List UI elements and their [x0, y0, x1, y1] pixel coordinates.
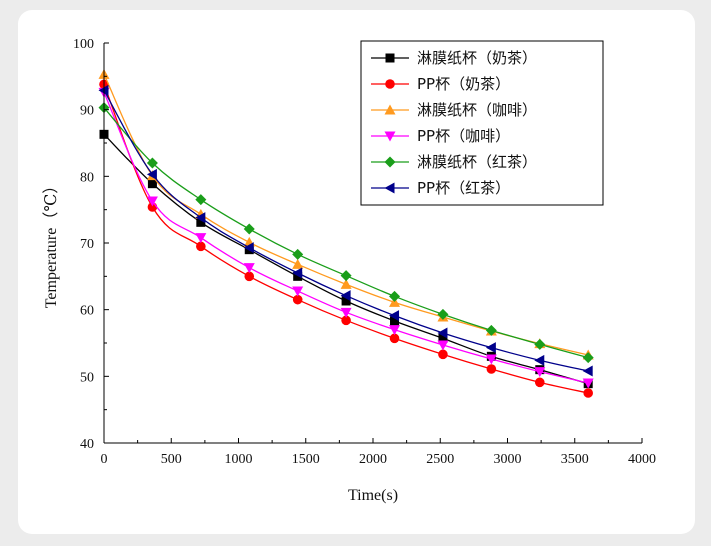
data-point: [243, 242, 254, 254]
legend-label: 淋膜纸杯（奶茶）: [417, 49, 537, 67]
data-point: [582, 378, 594, 389]
legend-label: PP杯（咖啡）: [417, 127, 510, 145]
data-point: [195, 194, 207, 206]
x-tick-label: 3000: [494, 452, 522, 467]
legend-box: [360, 40, 604, 206]
data-point: [438, 349, 448, 360]
data-point: [340, 307, 352, 318]
legend-label: PP杯（红茶）: [417, 179, 510, 197]
data-point: [195, 233, 207, 244]
legend-item: PP杯（咖啡）: [371, 127, 510, 145]
series-5: [98, 102, 594, 364]
data-point: [437, 308, 449, 320]
data-point: [147, 179, 157, 189]
x-tick-label: 1000: [225, 452, 253, 467]
data-point: [389, 290, 401, 302]
data-point: [534, 354, 545, 366]
y-tick-label: 90: [80, 104, 94, 119]
legend-marker: [384, 104, 396, 115]
data-point: [389, 310, 400, 322]
x-axis-title: Time(s): [348, 487, 398, 504]
data-point: [534, 367, 546, 378]
data-point: [196, 241, 206, 252]
y-tick-label: 60: [80, 304, 94, 319]
data-point: [340, 270, 352, 282]
data-point: [390, 316, 400, 326]
legend-item: PP杯（红茶）: [371, 179, 510, 197]
legend-label: 淋膜纸杯（红茶）: [417, 153, 537, 171]
legend-marker: [384, 182, 395, 194]
data-point: [341, 296, 351, 306]
data-point: [534, 377, 545, 388]
data-point: [196, 217, 206, 227]
x-tick-label: 0: [101, 452, 108, 467]
x-tick-label: 2500: [426, 452, 454, 467]
legend-item: 淋膜纸杯（奶茶）: [371, 49, 537, 67]
data-point: [292, 267, 303, 279]
plot-area: [98, 68, 594, 398]
x-tick-label: 3500: [561, 452, 589, 467]
data-point: [437, 340, 449, 351]
y-tick-label: 50: [80, 370, 94, 385]
y-tick-label: 100: [73, 37, 94, 52]
legend-marker: [385, 79, 395, 89]
data-point: [340, 278, 352, 289]
y-tick-label: 80: [80, 170, 94, 185]
x-tick-label: 1500: [292, 452, 320, 467]
data-point: [293, 271, 303, 281]
x-tick-label: 2000: [359, 452, 387, 467]
data-point: [583, 388, 593, 398]
series-6: [98, 84, 593, 377]
axes: 0 500 1000 1500 2000 2500 3000 3500 4000 40 50 60 70…: [73, 37, 656, 467]
series-line: [103, 84, 589, 394]
data-point: [340, 290, 351, 302]
data-point: [292, 248, 304, 260]
legend-marker: [385, 53, 395, 63]
data-point: [389, 325, 401, 336]
y-tick-label: 70: [80, 237, 94, 252]
data-point: [486, 364, 497, 374]
y-tick-label: 40: [80, 437, 94, 452]
data-point: [485, 342, 496, 354]
data-point: [534, 338, 546, 350]
legend: 淋膜纸杯（奶茶） PP杯（奶茶） 淋膜纸杯（咖啡） PP杯（咖啡） 淋膜纸杯（红茶） PP…: [360, 40, 604, 206]
data-point: [582, 365, 593, 377]
data-point: [389, 333, 400, 344]
data-point: [146, 168, 157, 180]
data-point: [438, 333, 448, 343]
data-point: [146, 196, 158, 207]
data-point: [485, 354, 497, 365]
data-point: [195, 212, 206, 224]
series-line: [103, 90, 589, 372]
data-point: [243, 263, 255, 274]
legend-marker: [384, 131, 396, 142]
y-axis-title: Temperature（℃）: [42, 178, 60, 309]
data-point: [292, 286, 304, 297]
legend-label: 淋膜纸杯（咖啡）: [417, 101, 537, 119]
x-tick-label: 4000: [628, 452, 656, 467]
legend-marker: [384, 156, 396, 168]
data-point: [437, 327, 448, 339]
legend-item: 淋膜纸杯（红茶）: [371, 153, 537, 171]
series-line: [103, 92, 589, 384]
data-point: [243, 223, 255, 235]
data-point: [341, 315, 351, 326]
data-point: [244, 271, 255, 282]
legend-label: PP杯（奶茶）: [417, 75, 510, 93]
legend-item: 淋膜纸杯（咖啡）: [371, 101, 537, 119]
data-point: [582, 352, 594, 364]
data-point: [292, 294, 303, 305]
x-tick-label: 500: [161, 452, 182, 467]
data-point: [485, 324, 497, 336]
data-point: [292, 258, 304, 269]
legend-item: PP杯（奶茶）: [371, 75, 510, 93]
data-point: [146, 157, 158, 169]
